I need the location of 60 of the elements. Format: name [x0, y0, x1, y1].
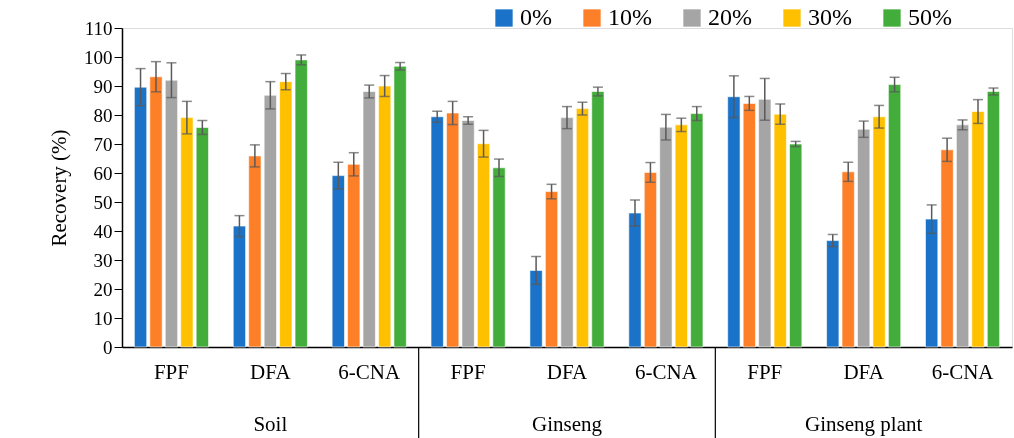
x-tick-label: DFA	[546, 359, 589, 384]
bar	[971, 111, 985, 348]
x-tick-label: DFA	[843, 359, 885, 384]
bar	[575, 108, 590, 348]
text: Ginseng plant	[805, 412, 923, 436]
bar	[659, 126, 673, 348]
bar	[195, 126, 210, 348]
legend-label: 30%	[808, 4, 852, 30]
y-tick-label: 10	[93, 307, 113, 329]
x-tick-label: 6-CNA	[338, 359, 401, 384]
y-tick-label: 100	[84, 46, 113, 68]
y-tick-label: 30	[93, 249, 113, 271]
bar	[232, 225, 247, 348]
y-axis-title: Recovery (%)	[47, 129, 71, 247]
text: Ginseng	[532, 412, 603, 436]
bar	[476, 143, 491, 348]
bar	[690, 113, 704, 348]
bar	[628, 212, 642, 348]
bar	[263, 94, 278, 348]
bar	[643, 171, 658, 348]
y-tick-label: 20	[93, 278, 113, 300]
bar	[591, 91, 605, 348]
bar	[492, 167, 506, 348]
bar	[924, 218, 939, 348]
x-tick-label: FPF	[153, 359, 189, 384]
bar	[331, 175, 345, 348]
text: Soil	[253, 412, 288, 436]
legend-label: 10%	[608, 4, 652, 30]
bar	[445, 112, 460, 348]
x-tick-label: DFA	[250, 359, 292, 384]
y-tick-label: 60	[93, 162, 113, 184]
legend-label: 50%	[908, 4, 952, 30]
bar	[248, 155, 262, 348]
x-tick-label: FPF	[450, 359, 486, 384]
y-tick-label: 110	[84, 17, 113, 39]
y-tick-label: 0	[103, 336, 113, 358]
bar	[529, 269, 543, 348]
bar	[955, 124, 970, 348]
legend-label: 0%	[520, 4, 552, 30]
y-tick-label: 50	[93, 191, 113, 213]
x-tick-label: FPF	[747, 359, 783, 384]
bar	[149, 76, 163, 348]
bar	[887, 84, 902, 348]
bar	[674, 124, 689, 348]
bar	[872, 116, 886, 348]
x-tick-label: 6-CNA	[931, 359, 995, 384]
y-tick-label: 70	[93, 133, 113, 155]
bar	[940, 149, 954, 348]
bar	[133, 86, 148, 348]
bar	[544, 191, 559, 348]
bar	[430, 116, 444, 348]
y-tick-label: 40	[93, 220, 113, 242]
x-tick-label: 6-CNA	[634, 359, 698, 384]
legend-label: 20%	[708, 4, 752, 30]
y-tick-label: 80	[93, 104, 113, 126]
bar	[164, 79, 179, 348]
bar	[180, 117, 194, 348]
bar	[856, 128, 871, 348]
bar	[560, 117, 574, 348]
y-tick-label: 90	[93, 75, 113, 97]
